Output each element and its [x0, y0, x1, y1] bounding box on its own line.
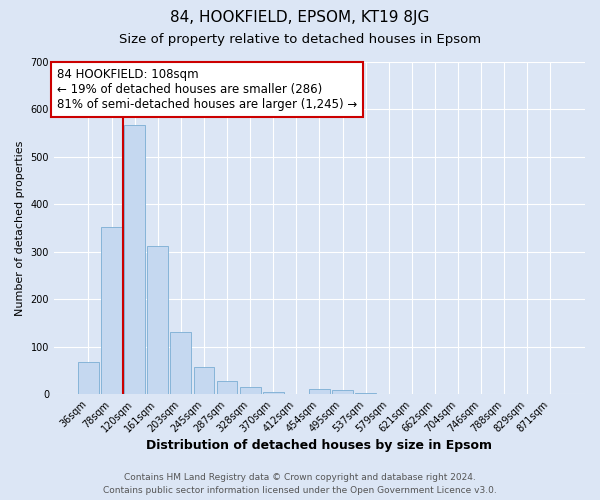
- Bar: [217, 381, 238, 394]
- Bar: [124, 124, 145, 394]
- Bar: [78, 362, 99, 394]
- Bar: [170, 332, 191, 394]
- Text: Size of property relative to detached houses in Epsom: Size of property relative to detached ho…: [119, 32, 481, 46]
- Bar: [240, 387, 260, 394]
- X-axis label: Distribution of detached houses by size in Epsom: Distribution of detached houses by size …: [146, 440, 493, 452]
- Text: 84, HOOKFIELD, EPSOM, KT19 8JG: 84, HOOKFIELD, EPSOM, KT19 8JG: [170, 10, 430, 25]
- Bar: [309, 390, 330, 394]
- Text: 84 HOOKFIELD: 108sqm
← 19% of detached houses are smaller (286)
81% of semi-deta: 84 HOOKFIELD: 108sqm ← 19% of detached h…: [56, 68, 357, 111]
- Bar: [148, 246, 168, 394]
- Bar: [332, 390, 353, 394]
- Bar: [101, 227, 122, 394]
- Bar: [263, 392, 284, 394]
- Text: Contains HM Land Registry data © Crown copyright and database right 2024.
Contai: Contains HM Land Registry data © Crown c…: [103, 474, 497, 495]
- Bar: [355, 393, 376, 394]
- Y-axis label: Number of detached properties: Number of detached properties: [15, 140, 25, 316]
- Bar: [194, 367, 214, 394]
